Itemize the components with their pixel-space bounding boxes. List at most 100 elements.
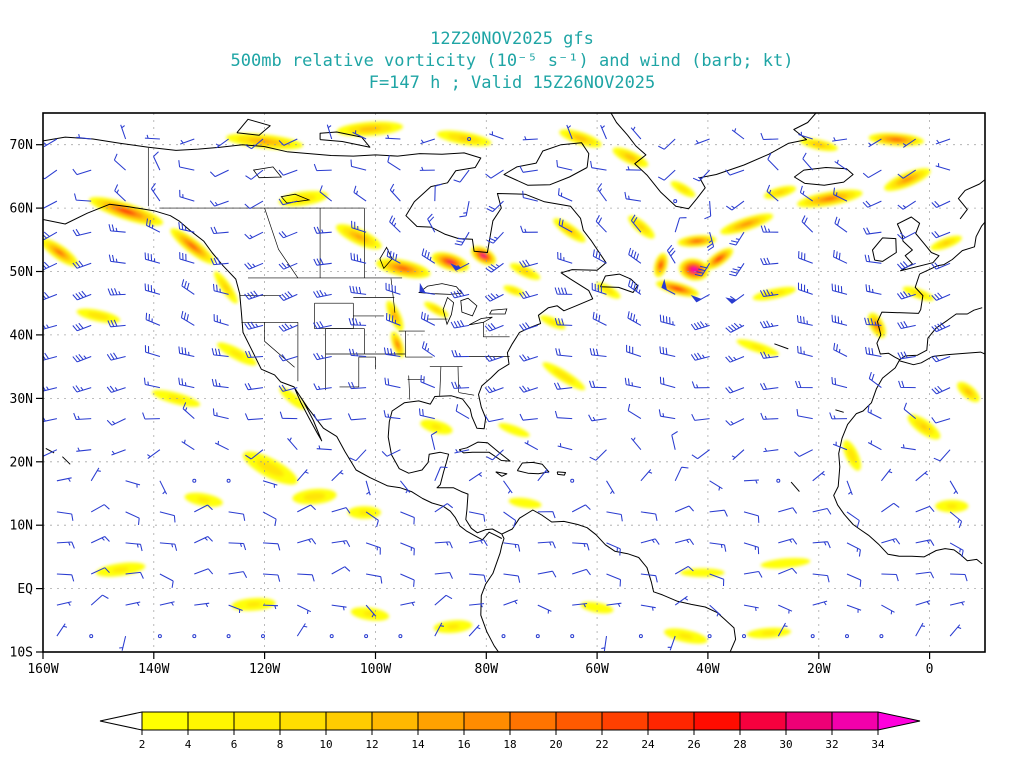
wind-barb: [558, 218, 573, 233]
wind-barb: [900, 444, 916, 451]
wind-barb: [812, 600, 828, 606]
wind-barb: [365, 480, 371, 496]
wind-barb: [213, 314, 229, 326]
wind-barb: [385, 312, 401, 326]
vorticity-contour: [624, 154, 637, 161]
vorticity-contour: [573, 135, 588, 142]
wind-barb: [519, 290, 538, 300]
state-border: [264, 207, 299, 279]
vorticity-shading-layer: [43, 121, 980, 644]
wind-barb: [454, 231, 470, 246]
wind-barb: [153, 151, 161, 171]
wind-barb: [450, 289, 470, 299]
gridlines-layer: [43, 113, 985, 652]
calm-wind-marker: [535, 634, 540, 639]
wind-barb: [347, 381, 367, 390]
wind-barb: [90, 594, 109, 606]
wind-barb: [194, 602, 210, 608]
wind-barb: [674, 565, 694, 575]
wind-barb: [557, 443, 573, 451]
calm-wind-marker: [845, 634, 849, 639]
coastline: [919, 221, 985, 275]
wind-barb: [674, 505, 694, 513]
lake-outline: [252, 166, 283, 179]
colorbar-segment: [325, 711, 373, 731]
vorticity-contour: [358, 510, 370, 515]
coastline: [599, 273, 639, 293]
wind-barb: [421, 341, 436, 357]
state-border: [390, 278, 396, 313]
wind-barb: [729, 263, 745, 277]
colorbar-tick-label: 26: [687, 738, 700, 751]
wind-barb: [278, 384, 298, 392]
wind-barb: [352, 130, 367, 140]
vorticity-contour: [188, 242, 198, 250]
wind-barb: [896, 291, 916, 300]
wind-barb: [554, 318, 573, 326]
wind-barb: [949, 624, 962, 637]
wind-barb: [349, 285, 367, 295]
wind-barb: [454, 449, 470, 454]
wind-barb: [763, 447, 779, 453]
wind-barb: [658, 409, 676, 420]
wind-barb: [244, 382, 264, 391]
wind-barb: [606, 542, 621, 556]
wind-barb: [812, 573, 830, 583]
vorticity-contour: [120, 209, 133, 214]
wind-barb: [430, 431, 438, 450]
wind-barb: [278, 262, 298, 270]
calm-wind-marker: [226, 478, 231, 483]
calm-wind-marker: [570, 634, 575, 639]
vorticity-contour: [964, 388, 973, 396]
wind-barb: [468, 471, 483, 482]
wind-barb: [630, 126, 642, 140]
wind-barb: [832, 249, 848, 264]
wind-barb: [933, 449, 951, 462]
wind-barb: [178, 222, 195, 233]
wind-barb: [640, 511, 658, 521]
vorticity-contour: [824, 197, 836, 201]
wind-barb: [244, 262, 264, 270]
wind-barb: [519, 413, 538, 421]
wind-barb: [245, 169, 264, 180]
calm-wind-marker: [879, 634, 884, 639]
wind-barb: [897, 169, 916, 179]
wind-barb: [434, 571, 453, 579]
wind-barb: [903, 402, 917, 420]
colorbar-tick-label: 22: [595, 738, 608, 751]
wind-barb: [572, 602, 588, 608]
wind-barb: [778, 538, 798, 545]
coastline: [957, 179, 985, 220]
wind-barb: [692, 169, 710, 182]
wind-barb: [484, 323, 504, 332]
wind-barb: [468, 624, 481, 637]
wind-barb: [287, 437, 298, 451]
vorticity-contour: [56, 250, 63, 255]
calm-wind-marker: [157, 634, 162, 639]
colorbar-segment: [739, 711, 787, 731]
vorticity-contour: [553, 369, 575, 384]
calm-wind-marker: [192, 478, 197, 483]
wind-barb: [418, 408, 435, 420]
coastline: [495, 471, 508, 477]
wind-barb: [244, 350, 264, 359]
wind-barb: [537, 570, 557, 578]
wind-barb: [420, 311, 436, 326]
wind-barb: [695, 138, 710, 145]
vorticity-contour: [431, 424, 442, 430]
colorbar-segment: [647, 711, 695, 731]
wind-barb: [43, 449, 58, 457]
wind-barb: [144, 345, 161, 358]
wind-barb: [657, 169, 676, 181]
wind-barb: [709, 573, 725, 587]
map-frame: [42, 112, 986, 653]
wind-barb: [675, 538, 695, 545]
vorticity-contour: [693, 239, 701, 243]
wind-barb: [778, 604, 793, 614]
wind-barb: [76, 133, 92, 140]
wind-barb: [215, 138, 229, 149]
wind-barb: [731, 449, 745, 461]
wind-barb: [484, 293, 504, 302]
wind-barb: [180, 310, 195, 326]
